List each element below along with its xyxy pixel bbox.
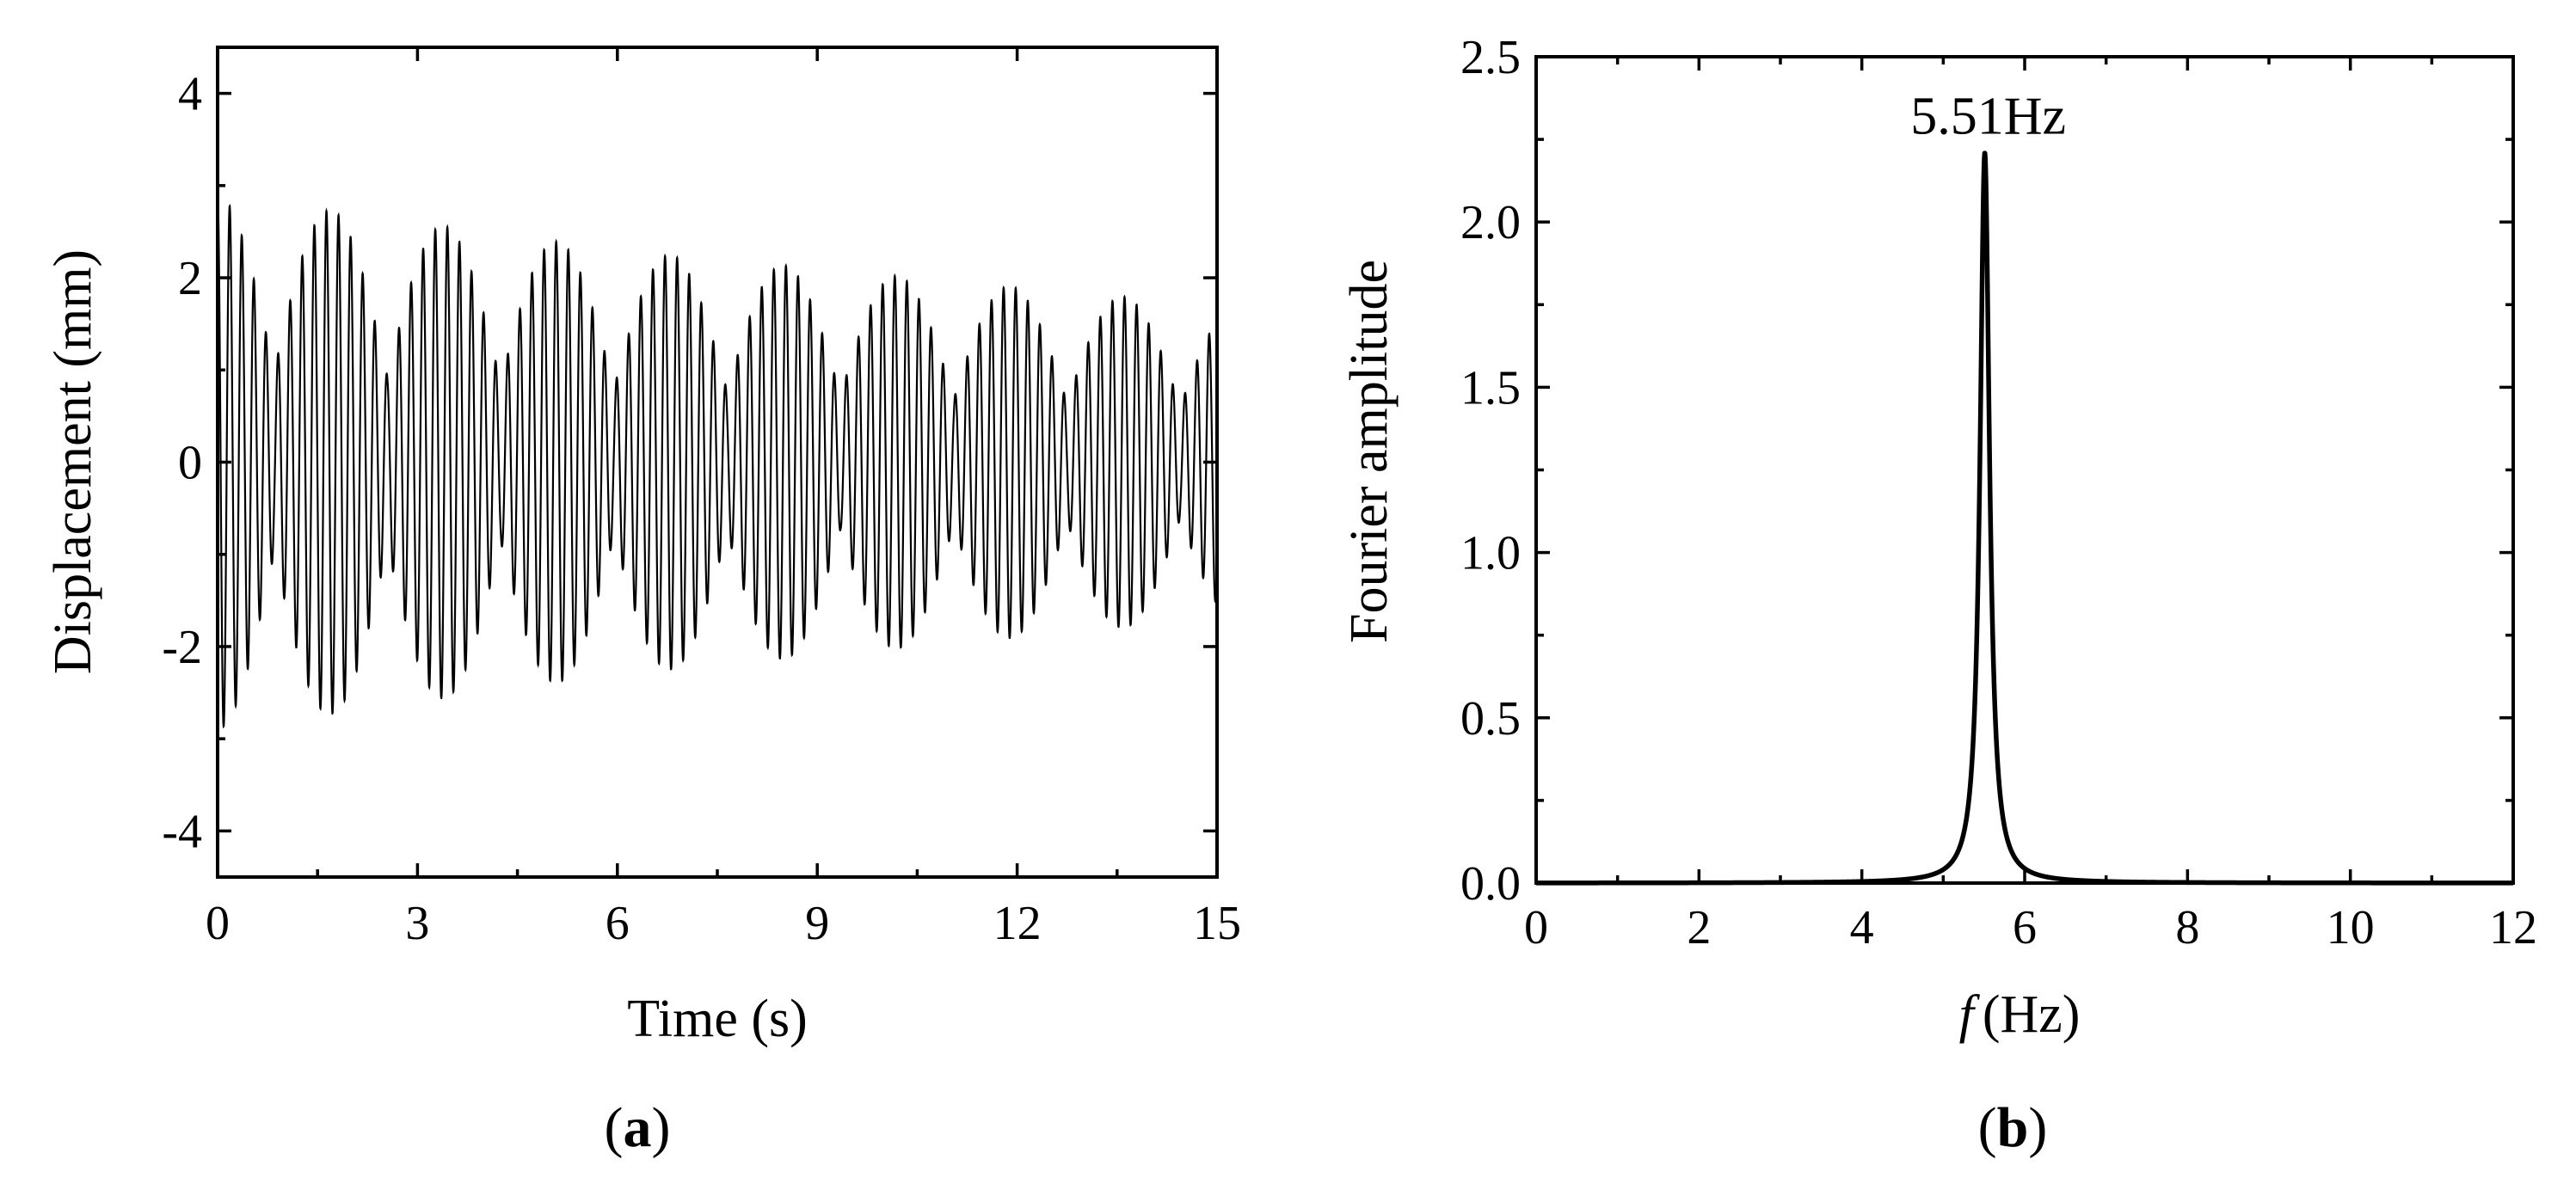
panel-b-y-tick-label: 1.5 [1460,361,1521,414]
panel-a-y-axis: -4 -2 0 2 4 [162,68,1217,858]
panel-b-x-tick-label: 12 [2489,901,2537,954]
peak-frequency-annotation: 5.51Hz [1910,87,2066,145]
panel-a-x-tick-label: 6 [606,897,630,950]
panel-b-fourier-chart: 0 2 4 6 8 10 12 0.0 0.5 1.0 1.5 2.0 2.5 5.51Hz f (Hz… [1340,31,2537,1159]
panel-a-x-tick-label: 15 [1193,897,1241,950]
panel-b-y-tick-label: 0.5 [1460,692,1521,745]
panel-b-y-tick-label: 0.0 [1460,857,1521,911]
panel-b-x-tick-label: 0 [1524,901,1548,954]
panel-a-displacement-chart: 0 3 6 9 12 15 -4 -2 0 2 4 Time (s) Displacement (… [44,46,1241,1159]
panel-b-x-tick-label: 4 [1850,901,1874,954]
panel-a-x-axis-title: Time (s) [627,990,808,1048]
panel-b-axis-frame [1534,55,2515,885]
panel-b-y-tick-label: 2.0 [1460,196,1521,249]
panel-b-y-axis-title: Fourier amplitude [1340,260,1399,643]
panel-b-y-tick-label: 1.0 [1460,527,1521,580]
panel-a-y-axis-title: Displacement (mm) [44,249,102,674]
panel-a-x-axis: 0 3 6 9 12 15 [206,47,1241,950]
panel-a-y-tick-label: 2 [178,252,202,305]
panel-b-x-axis-title: f (Hz) [1959,985,2081,1044]
fourier-spectrum-line [1534,150,2516,886]
panel-a-x-tick-label: 12 [993,897,1042,950]
panel-b-x-tick-label: 2 [1687,901,1711,954]
panel-a-y-tick-label: 4 [178,68,202,121]
panel-a-label: (a) [605,1096,671,1159]
panel-b-y-axis: 0.0 0.5 1.0 1.5 2.0 2.5 [1460,31,2513,911]
panel-b-x-tick-label: 10 [2327,901,2375,954]
panel-b-label: (b) [1978,1096,2048,1159]
panel-b-y-tick-label: 2.5 [1460,31,1521,84]
panel-a-x-tick-label: 9 [805,897,829,950]
panel-a-x-tick-label: 3 [405,897,429,950]
panel-b-x-tick-label: 8 [2175,901,2199,954]
panel-a-y-tick-label: 0 [178,437,202,490]
panel-a-x-tick-label: 0 [206,897,230,950]
panel-b-x-tick-label: 6 [2013,901,2037,954]
panel-a-y-tick-label: -2 [162,621,202,674]
panel-a-y-tick-label: -4 [162,805,202,858]
displacement-signal-line [216,194,1219,729]
panel-b-x-axis: 0 2 4 6 8 10 12 [1524,57,2537,954]
